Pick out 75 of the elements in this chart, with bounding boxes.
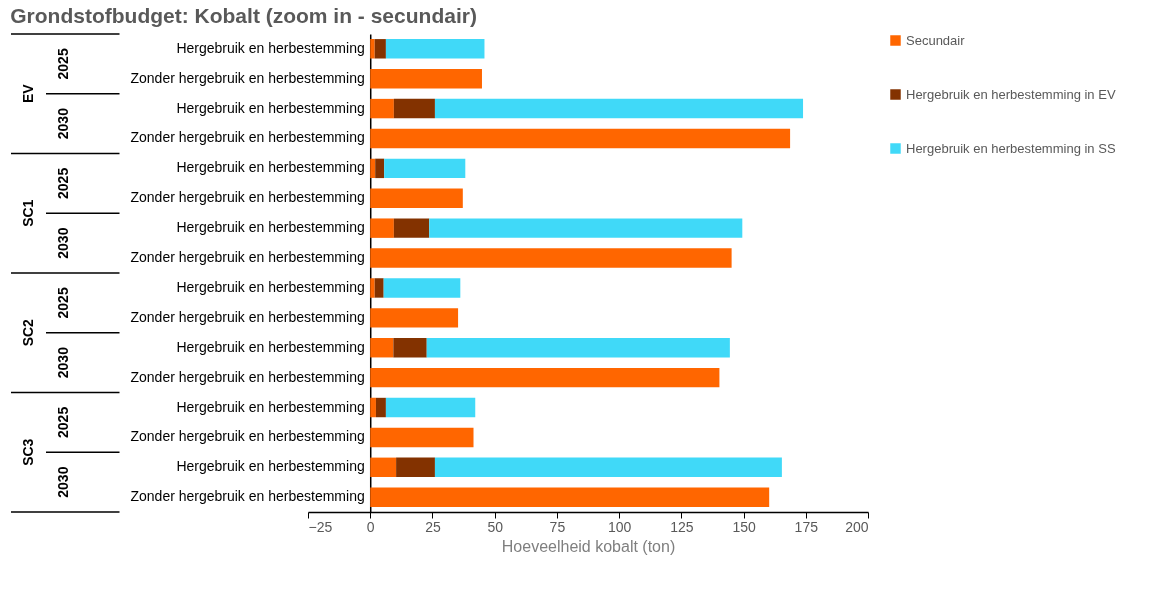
bar <box>385 397 476 418</box>
bar <box>374 39 386 59</box>
text: EV <box>19 83 36 104</box>
chart-title: Grondstofbudget: Kobalt (zoom in - secundair) <box>10 4 477 28</box>
y-tick-label: Zonder hergebruik en herbestemming <box>130 428 365 445</box>
bar <box>375 397 386 418</box>
x-axis-title: Hoeveelheid kobalt (ton) <box>501 537 676 555</box>
x-tick-label: 25 <box>425 518 441 535</box>
y-tick-label: Zonder hergebruik en herbestemming <box>130 308 365 325</box>
text: SC1 <box>19 199 36 227</box>
bar <box>393 338 427 358</box>
bar <box>370 68 482 89</box>
x-tick-label: 0 <box>366 518 375 535</box>
text: 2030 <box>54 346 71 379</box>
bar <box>370 39 375 59</box>
text: 2025 <box>54 406 71 438</box>
bar <box>434 98 804 119</box>
y-tick-label: Hergebruik en herbestemming <box>176 99 365 116</box>
y-tick-label: Zonder hergebruik en herbestemming <box>130 249 365 266</box>
bar <box>370 457 397 478</box>
legend-label: Secundair <box>906 32 966 48</box>
bar <box>370 397 376 418</box>
bar <box>385 39 485 59</box>
x-tick-label: 175 <box>794 518 819 535</box>
y-tick-label: Hergebruik en herbestemming <box>176 219 365 236</box>
bar <box>370 248 732 268</box>
x-tick-label: 50 <box>487 518 504 535</box>
text: SC3 <box>19 438 36 466</box>
bar <box>370 427 474 448</box>
y-tick-label: Zonder hergebruik en herbestemming <box>130 129 365 146</box>
bar <box>370 367 720 388</box>
x-tick-label: 125 <box>670 518 694 535</box>
bar <box>429 218 743 238</box>
text: 2025 <box>54 48 71 80</box>
x-tick-label: −25 <box>308 518 333 535</box>
bar <box>370 218 394 238</box>
bar <box>426 338 730 358</box>
text: 2025 <box>54 287 71 319</box>
y-tick-label: Zonder hergebruik en herbestemming <box>130 69 365 86</box>
bar <box>396 457 435 478</box>
bar <box>370 158 376 179</box>
bar <box>434 457 782 478</box>
bar <box>370 98 394 119</box>
legend-label: Hergebruik en herbestemming in EV <box>906 86 1116 102</box>
bar <box>383 278 461 298</box>
y-tick-label: Hergebruik en herbestemming <box>176 39 365 56</box>
y-tick-label: Zonder hergebruik en herbestemming <box>130 488 365 505</box>
y-tick-label: Hergebruik en herbestemming <box>176 338 365 355</box>
text: SC2 <box>19 318 36 347</box>
text: 2030 <box>54 107 71 140</box>
y-tick-label: Hergebruik en herbestemming <box>176 159 365 176</box>
bar <box>393 218 430 238</box>
bar <box>370 338 394 358</box>
bar <box>374 278 384 298</box>
text: 2030 <box>54 466 71 498</box>
text: 2030 <box>54 227 71 259</box>
bar <box>370 188 463 208</box>
y-tick-label: Zonder hergebruik en herbestemming <box>130 189 365 206</box>
bar <box>375 158 385 179</box>
bar <box>384 158 466 179</box>
bar <box>370 308 459 328</box>
bar <box>370 487 770 507</box>
bar <box>393 98 435 119</box>
y-tick-label: Hergebruik en herbestemming <box>176 278 365 295</box>
legend-label: Hergebruik en herbestemming in SS <box>906 140 1116 156</box>
text: 2025 <box>54 167 71 199</box>
x-tick-label: 200 <box>845 518 869 535</box>
bar <box>370 278 375 298</box>
x-tick-label: 150 <box>732 518 756 535</box>
x-tick-label: 75 <box>549 518 566 535</box>
y-tick-label: Zonder hergebruik en herbestemming <box>130 368 365 385</box>
y-tick-label: Hergebruik en herbestemming <box>176 458 365 475</box>
bar <box>370 128 791 149</box>
x-tick-label: 100 <box>607 518 632 535</box>
y-tick-label: Hergebruik en herbestemming <box>176 398 365 415</box>
